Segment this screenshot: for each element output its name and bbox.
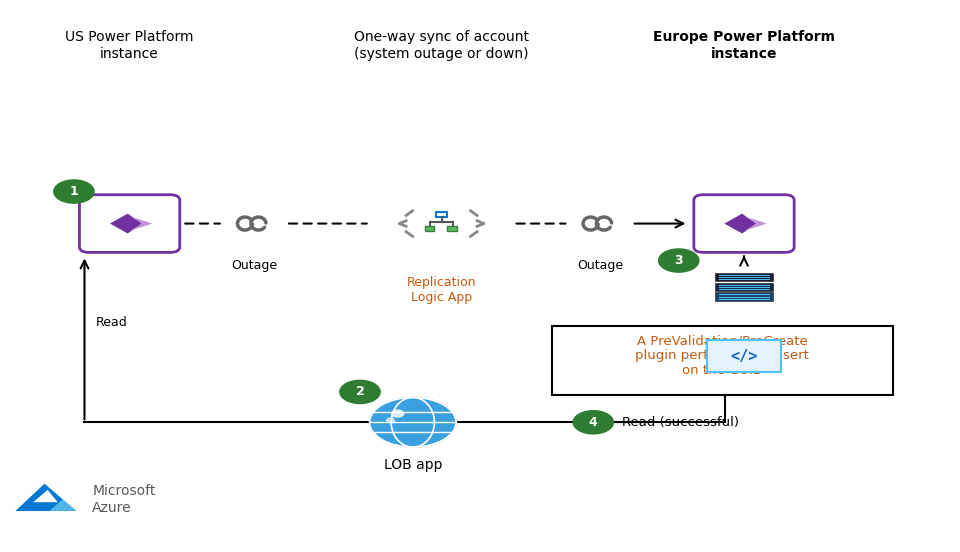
Text: </>: </>	[731, 348, 757, 364]
Text: US Power Platform
instance: US Power Platform instance	[65, 30, 194, 61]
Text: A PreValidation/PreCreate
plugin performs an upsert
on the GUID: A PreValidation/PreCreate plugin perform…	[636, 335, 809, 377]
Text: 1: 1	[69, 185, 79, 198]
Circle shape	[392, 410, 404, 417]
Circle shape	[573, 411, 613, 434]
FancyBboxPatch shape	[447, 226, 457, 231]
Bar	[715, 273, 773, 282]
Polygon shape	[15, 484, 63, 511]
Text: 3: 3	[675, 254, 683, 267]
Bar	[715, 283, 773, 291]
Text: Read (successful): Read (successful)	[622, 416, 739, 429]
Polygon shape	[34, 490, 58, 502]
Text: 4: 4	[588, 416, 598, 429]
FancyBboxPatch shape	[436, 212, 447, 217]
Polygon shape	[130, 216, 153, 231]
Circle shape	[54, 180, 94, 203]
Text: Microsoft
Azure: Microsoft Azure	[92, 485, 156, 514]
FancyBboxPatch shape	[80, 195, 180, 252]
Text: 2: 2	[355, 385, 365, 399]
Text: Read: Read	[96, 316, 128, 330]
Bar	[715, 293, 773, 301]
Circle shape	[370, 397, 456, 447]
Polygon shape	[744, 216, 767, 231]
Text: Replication
Logic App: Replication Logic App	[407, 276, 476, 304]
Circle shape	[387, 418, 395, 422]
Polygon shape	[725, 214, 756, 233]
FancyBboxPatch shape	[424, 226, 434, 231]
FancyBboxPatch shape	[552, 326, 893, 395]
Circle shape	[659, 249, 699, 272]
Text: Europe Power Platform
instance: Europe Power Platform instance	[653, 30, 835, 61]
Polygon shape	[110, 214, 142, 233]
FancyBboxPatch shape	[694, 195, 794, 252]
Polygon shape	[44, 484, 77, 511]
Text: LOB app: LOB app	[384, 458, 442, 472]
Text: One-way sync of account
(system outage or down): One-way sync of account (system outage o…	[354, 30, 529, 61]
FancyBboxPatch shape	[708, 340, 780, 372]
Circle shape	[340, 380, 380, 404]
Text: Outage: Outage	[577, 259, 623, 273]
Text: Outage: Outage	[231, 259, 277, 273]
